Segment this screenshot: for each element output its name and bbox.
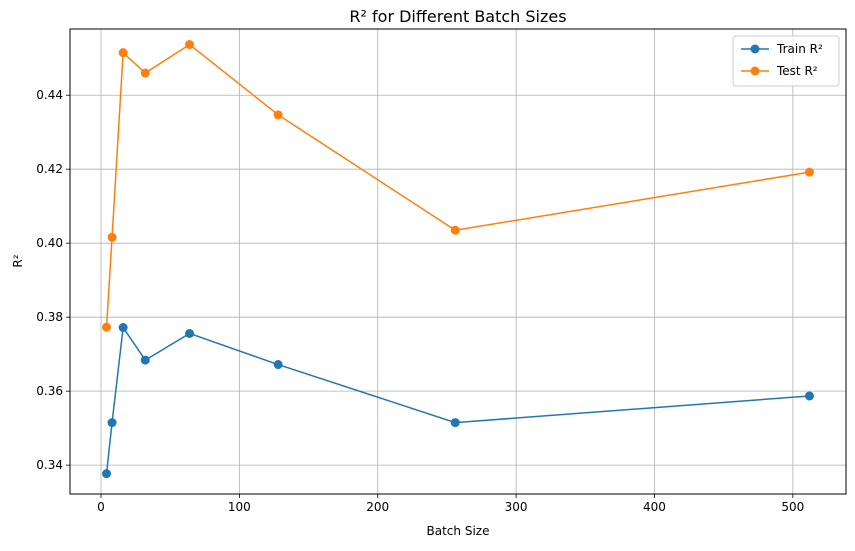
y-tick-label: 0.42 [36,162,63,176]
x-tick-label: 0 [97,500,105,514]
legend-item: Train R² [741,42,823,56]
axes-layer: 0 100 200 300 400 500 0.34 0.36 0.38 0.40 0.42 0.44 [36,88,804,514]
plot-frame [69,28,847,495]
y-axis-label: R² [11,254,25,267]
data-point [102,322,112,332]
grid-layer [70,29,846,494]
x-tick-label: 200 [366,500,389,514]
y-tick-label: 0.34 [36,458,63,472]
series-line [105,43,810,328]
legend-label: Train R² [776,42,823,56]
data-point [185,328,195,338]
data-point [273,360,283,370]
data-point [118,323,128,333]
legend: Train R² Test R² [732,35,840,87]
data-point [804,391,814,401]
data-point [273,110,283,120]
x-tick-label: 500 [781,500,804,514]
y-tick-label: 0.40 [36,236,63,250]
data-point [140,355,150,365]
data-point [102,469,112,479]
data-point [107,418,117,428]
x-tick-label: 300 [505,500,528,514]
data-point [450,225,460,235]
series-1 [102,40,814,332]
data-point [107,232,117,242]
x-tick-label: 100 [228,500,251,514]
legend-marker [750,66,760,76]
y-tick-label: 0.38 [36,310,63,324]
chart-title: R² for Different Batch Sizes [349,7,566,26]
legend-label: Test R² [776,64,818,78]
x-axis-label: Batch Size [427,524,490,538]
legend-item: Test R² [741,64,818,78]
y-tick-label: 0.36 [36,384,63,398]
data-point [804,167,814,177]
series-line [105,325,810,474]
series-layer [102,40,814,479]
data-point [185,40,195,50]
x-tick-label: 400 [643,500,666,514]
data-point [450,418,460,428]
legend-marker [750,44,760,54]
data-point [118,48,128,58]
series-0 [102,323,814,479]
y-tick-label: 0.44 [36,88,63,102]
data-point [140,68,150,78]
